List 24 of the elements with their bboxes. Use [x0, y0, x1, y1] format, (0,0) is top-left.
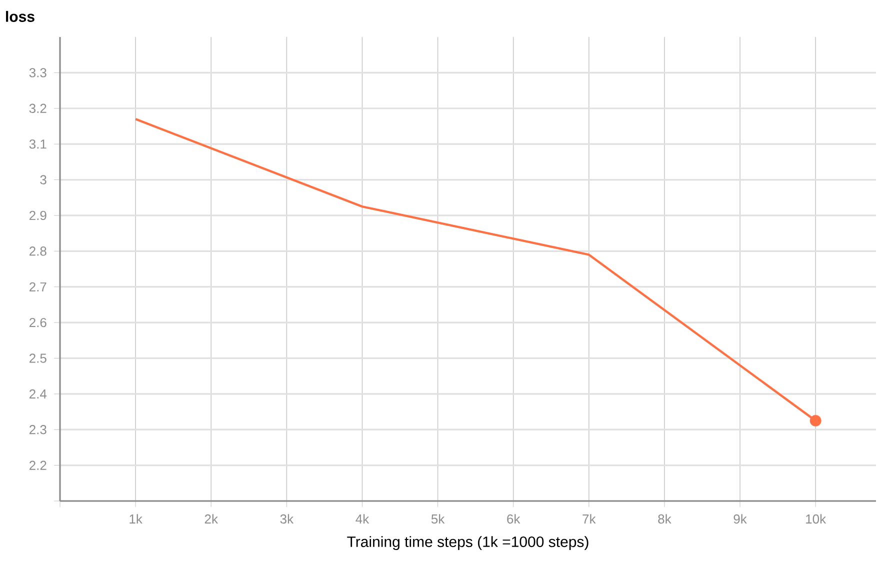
y-tick-label: 2.3 — [30, 425, 46, 434]
x-tick-label: 7k — [582, 514, 596, 524]
x-tick-label: 1k — [130, 514, 142, 524]
x-tick-label: 9k — [734, 514, 747, 524]
y-tick-label: 2.9 — [30, 210, 46, 220]
x-tick-label: 3k — [280, 514, 294, 524]
x-tick-label: 4k — [356, 514, 370, 524]
x-tick-label: 8k — [658, 514, 672, 524]
y-tick-label: 3.1 — [29, 139, 46, 149]
x-tick-label: 2k — [204, 514, 218, 524]
y-axis-title: loss — [6, 10, 34, 22]
y-tick-label: 2.7 — [30, 282, 46, 292]
x-tick-label: 6k — [507, 514, 520, 524]
y-tick-label: 3 — [40, 175, 46, 184]
y-tick-label: 2.5 — [30, 354, 46, 363]
x-axis-title: Training time steps (1k =1000 steps) — [347, 536, 588, 550]
x-tick-label: 10k — [806, 514, 826, 524]
y-tick-label: 2.2 — [30, 460, 46, 470]
y-tick-label: 3.2 — [29, 104, 46, 113]
y-tick-label: 3.3 — [29, 68, 46, 78]
y-tick-label: 2.8 — [30, 246, 46, 256]
x-tick-label: 5k — [431, 514, 445, 524]
y-tick-label: 2.4 — [30, 389, 47, 398]
y-tick-label: 2.6 — [30, 318, 46, 328]
